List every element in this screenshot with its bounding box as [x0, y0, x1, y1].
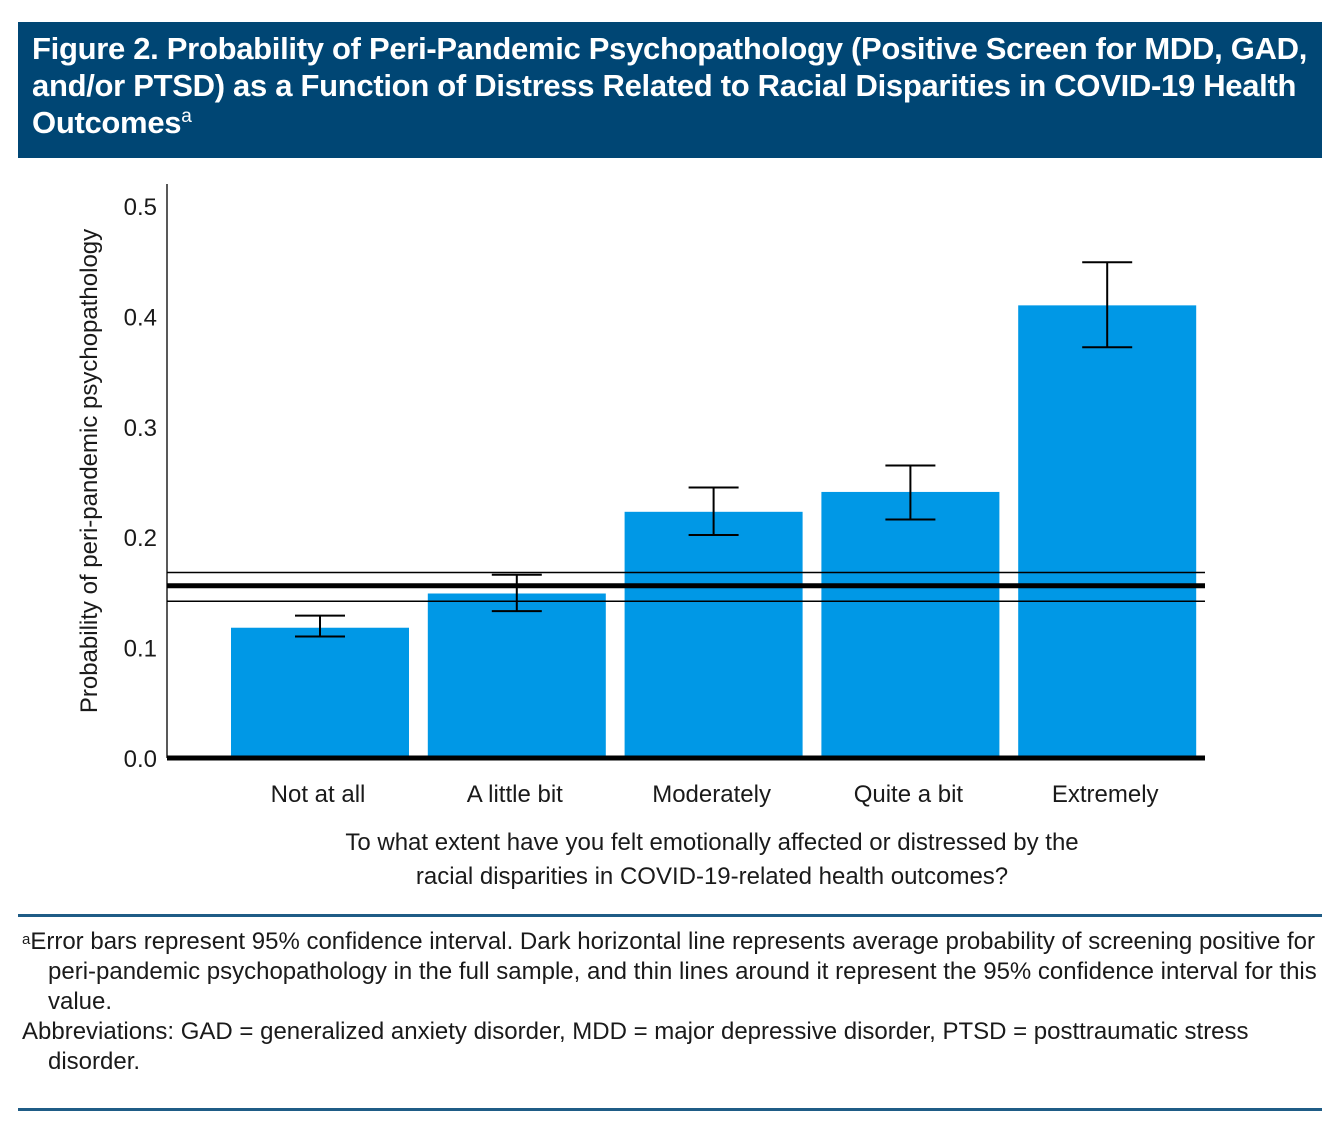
footnote-marker: a	[22, 931, 31, 948]
figure-title-text: Figure 2. Probability of Peri-Pandemic P…	[32, 31, 1308, 140]
figure-notes: aError bars represent 95% confidence int…	[18, 914, 1322, 1085]
notes-top-rule	[18, 914, 1322, 917]
y-tick-label: 0.2	[124, 525, 157, 552]
x-tick-label: Extremely	[1052, 781, 1159, 808]
bar	[1018, 305, 1197, 758]
x-tick-label: Quite a bit	[854, 781, 964, 808]
y-tick-label: 0.3	[124, 415, 157, 442]
x-axis-title-line: racial disparities in COVID-19-related h…	[416, 863, 1008, 890]
footnote: aError bars represent 95% confidence int…	[22, 927, 1322, 1017]
figure-title: Figure 2. Probability of Peri-Pandemic P…	[32, 30, 1308, 141]
x-tick-label: A little bit	[467, 781, 563, 808]
y-tick-label: 0.0	[124, 746, 157, 773]
x-tick-label: Not at all	[271, 781, 366, 808]
notes-bottom-rule	[18, 1108, 1322, 1111]
abbreviations: Abbreviations: GAD = generalized anxiety…	[22, 1018, 1249, 1075]
bar	[821, 491, 1000, 758]
figure-title-footnote-marker: a	[181, 106, 192, 127]
y-tick-label: 0.4	[124, 304, 157, 331]
bar	[427, 593, 606, 758]
figure-title-banner: Figure 2. Probability of Peri-Pandemic P…	[18, 22, 1322, 158]
bar-chart: 0.0 0.1 0.2 0.3 0.4 0.5 Probability of peri-pa…	[76, 184, 1205, 890]
x-axis-title-line: To what extent have you felt emotionally…	[345, 829, 1078, 856]
y-tick-label: 0.5	[124, 194, 157, 221]
y-tick-label: 0.1	[124, 636, 157, 663]
y-axis-title: Probability of peri-pandemic psychopatho…	[76, 229, 103, 713]
bar	[624, 511, 803, 758]
footnote-text: Error bars represent 95% confidence inte…	[30, 928, 1317, 1015]
bar	[231, 627, 409, 758]
x-tick-label: Moderately	[652, 781, 771, 808]
